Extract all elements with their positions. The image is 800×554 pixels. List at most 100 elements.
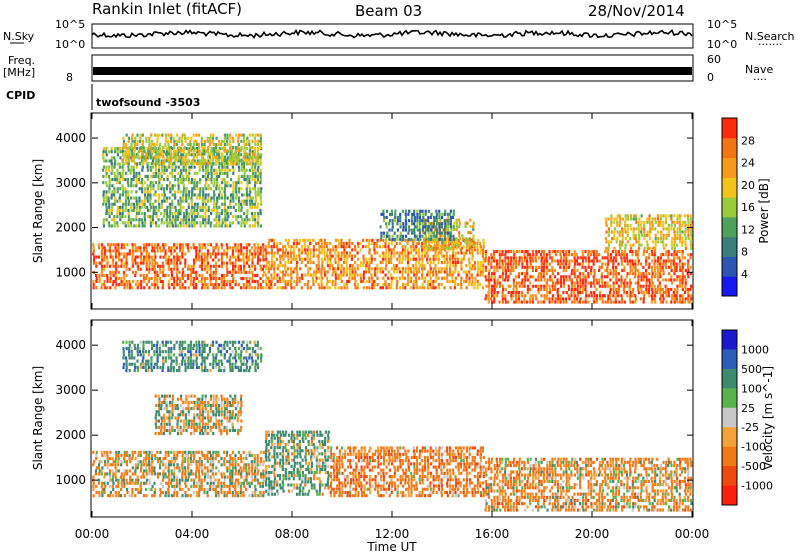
data-cell [109, 457, 112, 461]
data-cell [162, 475, 165, 479]
data-cell [184, 491, 187, 495]
data-cell [617, 262, 620, 266]
data-cell [421, 257, 424, 261]
data-cell [320, 283, 323, 287]
data-cell [455, 218, 458, 222]
data-cell [122, 478, 125, 482]
data-cell [257, 212, 260, 216]
data-cell [125, 273, 128, 277]
data-cell [443, 237, 446, 241]
data-cell [195, 463, 198, 467]
data-cell [197, 255, 200, 259]
data-cell [215, 153, 219, 157]
data-cell [240, 205, 243, 209]
data-cell [415, 273, 418, 277]
data-cell [143, 450, 146, 454]
data-cell [587, 300, 590, 304]
data-cell [160, 178, 163, 182]
data-cell [122, 152, 125, 156]
data-cell [387, 286, 390, 290]
data-cell [427, 225, 430, 229]
data-cell [193, 208, 196, 212]
data-cell [292, 245, 295, 249]
data-cell [498, 281, 501, 285]
data-cell [479, 260, 482, 264]
data-cell [138, 208, 141, 212]
data-cell [223, 277, 226, 281]
data-cell [149, 156, 153, 160]
data-cell [457, 270, 460, 274]
power-colorbar-label: Power [dB] [757, 178, 771, 243]
data-cell [200, 478, 203, 482]
data-cell [670, 287, 673, 291]
data-cell [193, 481, 196, 485]
data-cell [190, 196, 193, 200]
data-cell [248, 218, 251, 222]
data-cell [114, 472, 117, 476]
data-cell [130, 184, 133, 188]
data-cell [388, 219, 392, 223]
data-cell [237, 178, 240, 182]
data-cell [419, 222, 422, 226]
data-cell [150, 453, 153, 457]
data-cell [617, 278, 620, 282]
data-cell [286, 241, 290, 245]
data-cell [206, 261, 210, 265]
data-cell [121, 147, 124, 151]
data-cell [631, 300, 634, 304]
data-cell [515, 291, 518, 295]
data-cell [315, 264, 318, 268]
data-cell [437, 286, 441, 290]
data-cell [253, 187, 256, 191]
data-cell [624, 243, 627, 247]
data-cell [643, 224, 646, 228]
data-cell [117, 246, 120, 250]
data-cell [254, 133, 257, 137]
data-cell [362, 270, 366, 274]
data-cell [410, 248, 413, 252]
data-cell [132, 280, 135, 284]
data-cell [132, 196, 135, 200]
data-cell [673, 300, 676, 304]
data-cell [413, 234, 417, 238]
data-cell [251, 139, 254, 143]
data-cell [215, 187, 218, 191]
data-cell [340, 267, 343, 271]
data-cell [169, 161, 172, 165]
data-cell [237, 146, 240, 150]
data-cell [340, 273, 343, 277]
data-cell [201, 152, 204, 156]
data-cell [154, 150, 157, 154]
data-cell [684, 220, 687, 224]
data-cell [195, 143, 198, 147]
data-cell [424, 212, 427, 216]
data-cell [101, 273, 104, 277]
data-cell [227, 162, 230, 166]
data-cell [590, 259, 593, 263]
data-cell [203, 267, 207, 271]
data-cell [204, 205, 207, 209]
data-cell [473, 260, 476, 264]
data-cell [212, 184, 215, 188]
data-cell [395, 264, 398, 268]
data-cell [568, 262, 571, 266]
data-cell [215, 267, 218, 271]
data-cell [139, 267, 142, 271]
data-cell [417, 241, 420, 245]
data-cell [621, 268, 624, 272]
data-cell [482, 245, 485, 249]
data-cell [381, 257, 385, 261]
data-cell [203, 158, 206, 162]
data-cell [311, 276, 315, 280]
data-cell [449, 254, 452, 258]
data-cell [159, 264, 162, 268]
data-cell [601, 300, 604, 304]
data-cell [123, 484, 126, 488]
data-cell [292, 257, 295, 261]
data-cell [171, 224, 174, 228]
data-cell [273, 260, 276, 264]
data-cell [154, 181, 158, 185]
data-cell [154, 487, 157, 491]
data-cell [421, 228, 424, 232]
data-cell [184, 475, 187, 479]
